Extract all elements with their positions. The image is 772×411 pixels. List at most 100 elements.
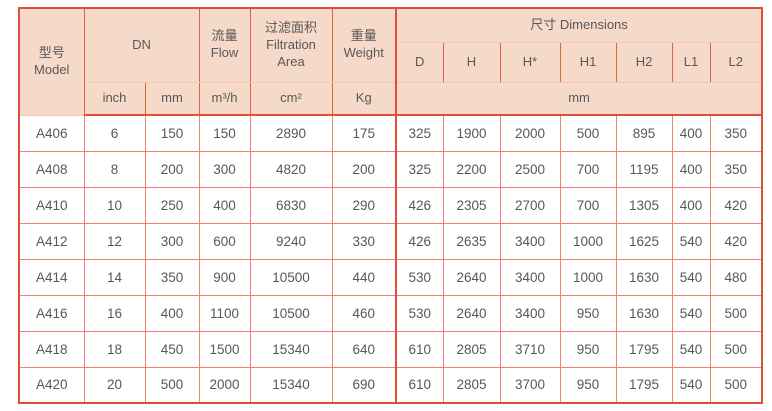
header-filtration-en-2: Area	[277, 53, 305, 69]
header-flow-en: Flow	[210, 45, 239, 61]
cell-dim-l1: 400	[671, 150, 711, 188]
cell-dn-inch: 6	[83, 114, 146, 152]
cell-weight: 690	[331, 366, 397, 404]
cell-dim-h1: 500	[559, 114, 617, 152]
cell-dim-d: 426	[395, 222, 444, 260]
cell-dim-l2: 500	[709, 330, 763, 368]
cell-dn-inch: 20	[83, 366, 146, 404]
cell-dim-l1: 400	[671, 186, 711, 224]
cell-dim-hstar: 3400	[499, 258, 561, 296]
cell-dim-hstar: 3400	[499, 222, 561, 260]
cell-model: A416	[18, 294, 85, 332]
cell-model: A418	[18, 330, 85, 368]
cell-model: A420	[18, 366, 85, 404]
cell-dim-l2: 420	[709, 222, 763, 260]
cell-dim-hstar: 3710	[499, 330, 561, 368]
cell-filtration-area: 6830	[249, 186, 333, 224]
cell-dim-l1: 540	[671, 294, 711, 332]
table-row-A418: A418 18 450 1500 15340 640 610 2805 3710 950 1795 5…	[18, 330, 763, 368]
cell-dim-h1: 700	[559, 186, 617, 224]
cell-filtration-area: 15340	[249, 366, 333, 404]
cell-weight: 460	[331, 294, 397, 332]
header-flow-zh: 流量	[211, 28, 238, 44]
cell-dn-mm: 250	[144, 186, 200, 224]
cell-dn-mm: 150	[144, 114, 200, 152]
cell-dim-h1: 700	[559, 150, 617, 188]
unit-inch: inch	[83, 81, 146, 116]
table-row-A414: A414 14 350 900 10500 440 530 2640 3400 1000 1630 5…	[18, 258, 763, 296]
cell-dim-h: 1900	[442, 114, 501, 152]
cell-dn-inch: 18	[83, 330, 146, 368]
cell-dn-mm: 450	[144, 330, 200, 368]
cell-filtration-area: 2890	[249, 114, 333, 152]
header-flow: 流量 Flow	[198, 7, 251, 83]
cell-dn-inch: 12	[83, 222, 146, 260]
header-filtration-area: 过滤面积 Filtration Area	[249, 7, 333, 83]
table-row-A420: A420 20 500 2000 15340 690 610 2805 3700 950 1795 5…	[18, 366, 763, 404]
cell-dim-h: 2805	[442, 366, 501, 404]
cell-filtration-area: 15340	[249, 330, 333, 368]
cell-dim-h2: 1630	[615, 294, 673, 332]
header-dim-d: D	[395, 41, 444, 83]
header-dimensions: 尺寸 Dimensions	[394, 7, 763, 43]
cell-dn-mm: 500	[144, 366, 200, 404]
cell-dim-h2: 1305	[615, 186, 673, 224]
cell-weight: 175	[331, 114, 397, 152]
cell-flow: 2000	[198, 366, 251, 404]
cell-dim-hstar: 2000	[499, 114, 561, 152]
model-spec-table: 型号 Model DN 流量 Flow 过滤面积 Filtration Area…	[18, 7, 764, 404]
cell-dim-h: 2640	[442, 294, 501, 332]
cell-weight: 290	[331, 186, 397, 224]
cell-model: A406	[18, 114, 85, 152]
cell-dim-d: 325	[395, 150, 444, 188]
cell-dim-d: 426	[395, 186, 444, 224]
cell-dim-l1: 400	[671, 114, 711, 152]
cell-dim-l2: 350	[709, 150, 763, 188]
table-row-A412: A412 12 300 600 9240 330 426 2635 3400 1000 1625 54…	[18, 222, 763, 260]
header-dim-l1: L1	[671, 41, 711, 83]
cell-dim-d: 610	[395, 330, 444, 368]
header-filtration-en-1: Filtration	[266, 36, 316, 52]
header-weight-en: Weight	[343, 45, 384, 61]
cell-dim-h: 2200	[442, 150, 501, 188]
header-row-units: inch mm m³/h cm² Kg mm	[19, 81, 763, 116]
cell-dim-l2: 480	[709, 258, 763, 296]
header-dim-h2: H2	[615, 41, 673, 83]
header-model-en: Model	[34, 61, 70, 77]
header-filtration-zh: 过滤面积	[264, 19, 317, 35]
header-dn: DN	[83, 7, 200, 83]
cell-dim-h1: 950	[559, 366, 617, 404]
cell-flow: 600	[198, 222, 251, 260]
unit-flow: m³/h	[198, 81, 251, 116]
cell-dn-mm: 400	[144, 294, 200, 332]
cell-flow: 1500	[198, 330, 251, 368]
cell-dim-l1: 540	[671, 330, 711, 368]
cell-dim-h2: 1625	[615, 222, 673, 260]
cell-dim-h2: 895	[615, 114, 673, 152]
unit-mm: mm	[144, 81, 200, 116]
cell-dim-h2: 1795	[615, 330, 673, 368]
header-weight: 重量 Weight	[331, 7, 397, 83]
unit-dimensions: mm	[394, 81, 763, 116]
cell-flow: 150	[198, 114, 251, 152]
table-row-A410: A410 10 250 400 6830 290 426 2305 2700 700 1305 400…	[18, 186, 763, 224]
table-row-A408: A408 8 200 300 4820 200 325 2200 2500 700 1195 400 3…	[18, 150, 763, 188]
cell-dim-l1: 540	[671, 258, 711, 296]
cell-filtration-area: 9240	[249, 222, 333, 260]
table-body: A406 6 150 150 2890 175 325 1900 2000 500 895 400 35…	[18, 114, 763, 404]
cell-dim-h1: 1000	[559, 258, 617, 296]
cell-filtration-area: 10500	[249, 258, 333, 296]
cell-dim-h: 2305	[442, 186, 501, 224]
cell-flow: 1100	[198, 294, 251, 332]
cell-flow: 300	[198, 150, 251, 188]
cell-dim-hstar: 3700	[499, 366, 561, 404]
cell-dim-h: 2805	[442, 330, 501, 368]
cell-filtration-area: 10500	[249, 294, 333, 332]
cell-dn-inch: 14	[83, 258, 146, 296]
cell-dn-mm: 300	[144, 222, 200, 260]
cell-model: A408	[18, 150, 85, 188]
cell-dim-hstar: 2700	[499, 186, 561, 224]
cell-dim-hstar: 2500	[499, 150, 561, 188]
cell-dim-h: 2640	[442, 258, 501, 296]
cell-flow: 400	[198, 186, 251, 224]
